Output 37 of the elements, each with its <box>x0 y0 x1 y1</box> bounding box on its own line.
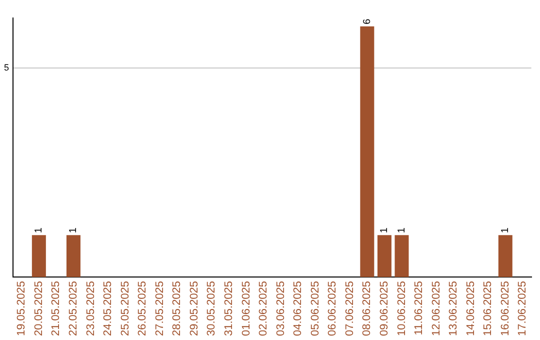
x-tick-label: 12.06.2025 <box>430 280 442 336</box>
x-tick-label: 09.06.2025 <box>378 280 390 336</box>
x-tick-label: 28.05.2025 <box>171 280 184 336</box>
x-tick-label: 08.06.2025 <box>361 280 374 336</box>
x-tick-label: 15.06.2025 <box>482 280 494 336</box>
x-tick-label: 14.06.2025 <box>464 280 477 336</box>
x-tick-label: 27.05.2025 <box>154 280 166 336</box>
data-label: 1 <box>68 227 80 234</box>
x-tick-label: 31.05.2025 <box>222 280 235 336</box>
data-label: 1 <box>379 227 390 234</box>
x-tick-label: 04.06.2025 <box>292 280 304 336</box>
x-tick-label: 16.06.2025 <box>499 280 512 336</box>
x-tick-label: 03.06.2025 <box>274 280 287 336</box>
x-tick-label: 23.05.2025 <box>84 280 97 336</box>
x-tick-label: 26.05.2025 <box>136 280 149 336</box>
x-tick-label: 11.06.2025 <box>413 280 426 336</box>
data-label: 1 <box>34 227 45 234</box>
x-tick-label: 07.06.2025 <box>344 280 356 336</box>
x-tick-label: 22.05.2025 <box>68 280 80 336</box>
x-tick-label: 10.06.2025 <box>396 280 408 336</box>
x-tick-label: 05.06.2025 <box>309 280 322 336</box>
data-label: 1 <box>500 227 512 234</box>
x-tick-label: 20.05.2025 <box>32 280 45 336</box>
x-tick-label: 17.06.2025 <box>516 280 529 336</box>
x-tick-label: 19.05.2025 <box>16 280 28 336</box>
x-tick-label: 29.05.2025 <box>188 280 200 336</box>
x-tick-label: 24.05.2025 <box>102 280 114 336</box>
x-tick-label: 13.06.2025 <box>448 280 460 336</box>
x-tick-label: 02.06.2025 <box>258 280 270 336</box>
data-label: 1 <box>396 227 408 234</box>
data-label: 6 <box>362 18 373 24</box>
x-tick-label: 30.05.2025 <box>206 280 218 336</box>
y-tick-label: 5 <box>4 62 10 73</box>
x-tick-label: 21.05.2025 <box>50 280 62 336</box>
x-tick-label: 06.06.2025 <box>326 280 339 336</box>
x-tick-label: 01.06.2025 <box>240 280 252 336</box>
x-tick-label: 25.05.2025 <box>119 280 132 336</box>
